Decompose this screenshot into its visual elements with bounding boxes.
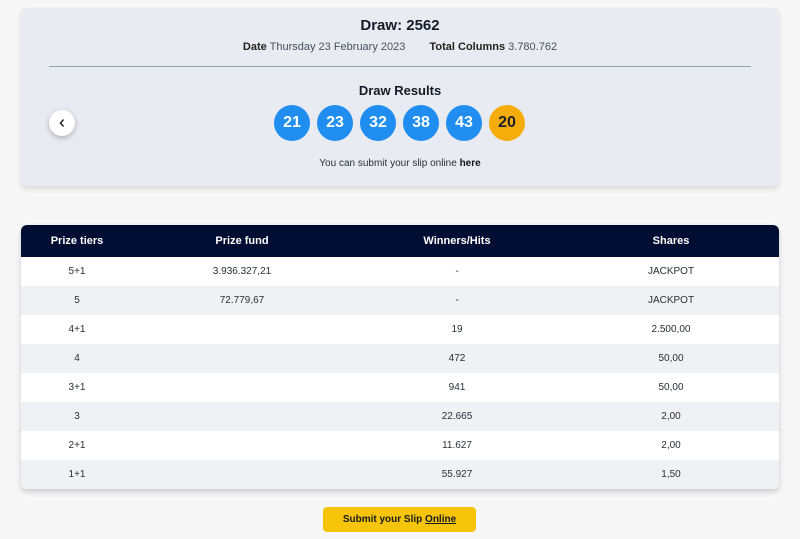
prize-table: Prize tiers Prize fund Winners/Hits Shar… (21, 225, 779, 489)
cell-prize-fund: 3.936.327,21 (212, 266, 272, 277)
bonus-ball: 20 (489, 105, 525, 141)
result-ball: 23 (317, 105, 353, 141)
table-row: 2+1 11.627 2,00 (21, 431, 779, 460)
table-row: 5 72.779,67 - JACKPOT (21, 286, 779, 315)
cell-shares: 50,00 (658, 353, 684, 364)
table-row: 1+1 55.927 1,50 (21, 460, 779, 489)
cell-prize-tier: 4 (74, 353, 80, 364)
header-winners-hits: Winners/Hits (423, 235, 491, 247)
draw-title: Draw: 2562 (360, 17, 440, 34)
cell-winners-hits: 19 (451, 324, 463, 335)
result-ball: 32 (360, 105, 396, 141)
cell-shares: 50,00 (658, 382, 684, 393)
chevron-left-icon (59, 119, 64, 127)
submit-slip-link[interactable]: here (459, 158, 481, 169)
cell-shares: 2,00 (661, 411, 681, 422)
draw-meta: Date Thursday 23 February 2023 Total Col… (21, 41, 779, 53)
header-shares: Shares (652, 235, 690, 247)
cell-winners-hits: 22.665 (441, 411, 473, 422)
cell-prize-tier: 5+1 (68, 266, 86, 277)
result-ball: 43 (446, 105, 482, 141)
cell-prize-tier: 3 (74, 411, 80, 422)
cell-winners-hits: - (455, 266, 459, 277)
cell-winners-hits: 11.627 (442, 440, 472, 451)
cell-winners-hits: 55.927 (441, 469, 473, 480)
result-ball: 38 (403, 105, 439, 141)
header-prize-tiers: Prize tiers (50, 235, 104, 247)
date-label: Date (242, 41, 267, 53)
result-ball: 21 (274, 105, 310, 141)
cell-prize-fund (133, 402, 351, 431)
cell-shares: 2,00 (661, 440, 681, 451)
submit-slip-online-button[interactable]: Submit your Slip Online (323, 507, 476, 532)
table-header-row: Prize tiers Prize fund Winners/Hits Shar… (21, 225, 779, 257)
cell-winners-hits: - (455, 295, 459, 306)
table-row: 5+1 3.936.327,21 - JACKPOT (21, 257, 779, 286)
columns-label: Total Columns (429, 41, 506, 53)
cell-winners-hits: 941 (448, 382, 466, 393)
cell-shares: JACKPOT (647, 266, 695, 277)
cta-label: Submit your Slip (342, 514, 423, 525)
previous-draw-button[interactable] (49, 110, 75, 136)
cell-prize-tier: 2+1 (68, 440, 86, 451)
cell-prize-tier: 5 (74, 295, 80, 306)
cell-shares: JACKPOT (647, 295, 695, 306)
table-row: 3 22.665 2,00 (21, 402, 779, 431)
cta-link: Online (425, 514, 457, 525)
table-row: 3+1 941 50,00 (21, 373, 779, 402)
header-prize-fund: Prize fund (215, 235, 269, 247)
cell-prize-fund (133, 431, 351, 460)
draw-card: Draw: 2562 Date Thursday 23 February 202… (21, 8, 779, 186)
cell-prize-fund (133, 315, 351, 344)
cell-prize-fund (133, 460, 351, 489)
cell-shares: 2.500,00 (651, 324, 691, 335)
cell-prize-tier: 4+1 (68, 324, 86, 335)
results-title: Draw Results (358, 83, 442, 98)
cell-prize-tier: 1+1 (68, 469, 86, 480)
table-row: 4 472 50,00 (21, 344, 779, 373)
submit-slip-text: You can submit your slip online here (21, 158, 779, 169)
cell-prize-fund (133, 373, 351, 402)
divider (49, 66, 751, 67)
result-balls: 21 23 32 38 43 20 (274, 105, 525, 141)
table-row: 4+1 19 2.500,00 (21, 315, 779, 344)
cell-shares: 1,50 (661, 469, 681, 480)
columns-value: 3.780.762 (508, 41, 558, 53)
date-value: Thursday 23 February 2023 (269, 41, 406, 53)
cell-winners-hits: 472 (448, 353, 466, 364)
cell-prize-fund: 72.779,67 (219, 295, 265, 306)
submit-slip-label: You can submit your slip online (319, 158, 457, 169)
cell-prize-tier: 3+1 (68, 382, 86, 393)
cell-prize-fund (133, 344, 351, 373)
